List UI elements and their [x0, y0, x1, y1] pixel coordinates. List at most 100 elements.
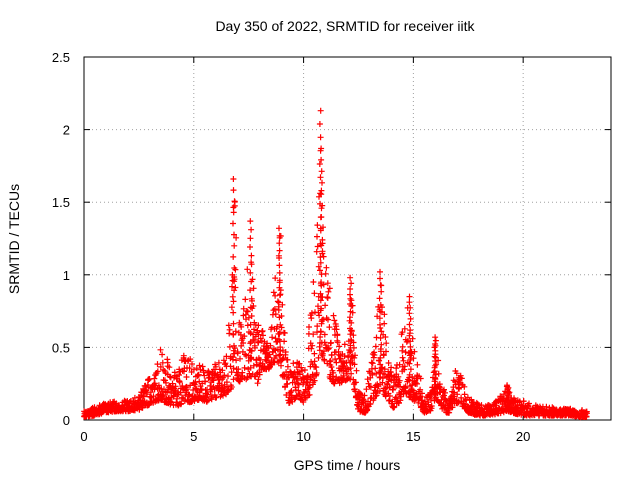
- data-point: [324, 295, 331, 301]
- data-point: [266, 351, 273, 358]
- data-point: [306, 391, 313, 398]
- data-point: [270, 289, 277, 296]
- data-point: [330, 312, 337, 319]
- data-point: [240, 305, 247, 312]
- data-point: [251, 326, 257, 333]
- data-point: [277, 344, 284, 351]
- data-point: [319, 316, 326, 323]
- data-point: [385, 397, 392, 404]
- data-point: [186, 391, 193, 398]
- data-point: [414, 361, 421, 368]
- data-point: [419, 390, 425, 397]
- data-point: [278, 324, 285, 331]
- data-point: [311, 358, 318, 365]
- data-point: [319, 248, 326, 255]
- data-point: [393, 395, 400, 402]
- data-point: [318, 282, 325, 289]
- data-point: [407, 338, 414, 345]
- data-point: [319, 236, 326, 243]
- data-point: [315, 354, 322, 361]
- data-point: [318, 214, 325, 220]
- data-point: [395, 373, 402, 380]
- data-point: [199, 363, 206, 370]
- data-point: [306, 324, 312, 330]
- data-point: [276, 336, 282, 343]
- data-point: [407, 315, 414, 322]
- data-point: [198, 386, 205, 393]
- data-point: [400, 357, 407, 364]
- data-point: [244, 266, 251, 273]
- data-point: [317, 267, 323, 274]
- data-point: [407, 366, 414, 373]
- data-point: [432, 381, 439, 388]
- data-point: [298, 364, 305, 371]
- data-point: [333, 326, 340, 333]
- data-point: [318, 339, 325, 346]
- data-point: [348, 370, 355, 377]
- data-point: [316, 347, 323, 354]
- data-point: [235, 366, 242, 373]
- data-point: [230, 376, 237, 383]
- data-point: [274, 298, 281, 305]
- data-point: [461, 383, 468, 390]
- data-point: [406, 377, 413, 384]
- data-point: [311, 377, 318, 384]
- data-point: [251, 342, 258, 349]
- data-point: [213, 394, 220, 401]
- data-point: [347, 365, 354, 372]
- data-point: [381, 320, 388, 327]
- data-point: [369, 371, 376, 378]
- data-point: [325, 316, 331, 323]
- data-point: [247, 287, 254, 294]
- data-point: [226, 326, 233, 333]
- data-point: [215, 359, 222, 366]
- data-point: [229, 293, 236, 300]
- data-point: [296, 360, 303, 367]
- data-point: [311, 350, 318, 357]
- data-point: [276, 240, 283, 247]
- data-point: [377, 381, 383, 388]
- data-point: [275, 299, 282, 306]
- data-point: [219, 367, 226, 374]
- data-point: [318, 156, 325, 163]
- data-point: [377, 268, 383, 275]
- data-point: [368, 359, 375, 366]
- data-point: [281, 330, 288, 336]
- data-point: [272, 311, 279, 318]
- data-point: [227, 363, 234, 370]
- data-point: [341, 341, 348, 348]
- data-point: [407, 349, 414, 356]
- data-point: [347, 291, 353, 298]
- data-point: [396, 361, 403, 368]
- data-point: [334, 332, 341, 339]
- data-point: [347, 336, 354, 343]
- data-point: [183, 386, 190, 393]
- data-point: [414, 380, 420, 387]
- data-point: [350, 344, 357, 351]
- data-point: [377, 321, 383, 328]
- data-point: [247, 304, 254, 311]
- data-point: [407, 327, 414, 334]
- data-point: [372, 365, 379, 372]
- data-point: [305, 385, 312, 392]
- data-point: [247, 218, 254, 225]
- data-point: [399, 329, 406, 336]
- data-point: [230, 309, 237, 316]
- data-point: [151, 386, 158, 393]
- data-point: [377, 361, 384, 368]
- data-point: [317, 225, 324, 232]
- data-point: [406, 332, 413, 339]
- data-point: [230, 209, 237, 216]
- data-point: [230, 331, 237, 338]
- data-point: [313, 370, 320, 376]
- data-point: [321, 331, 328, 338]
- data-point: [335, 348, 342, 355]
- data-point: [401, 325, 408, 332]
- x-axis-label: GPS time / hours: [294, 457, 401, 473]
- data-point: [317, 259, 324, 266]
- data-point: [231, 342, 237, 349]
- data-point: [388, 372, 395, 379]
- data-point: [331, 317, 338, 324]
- data-point: [376, 357, 383, 364]
